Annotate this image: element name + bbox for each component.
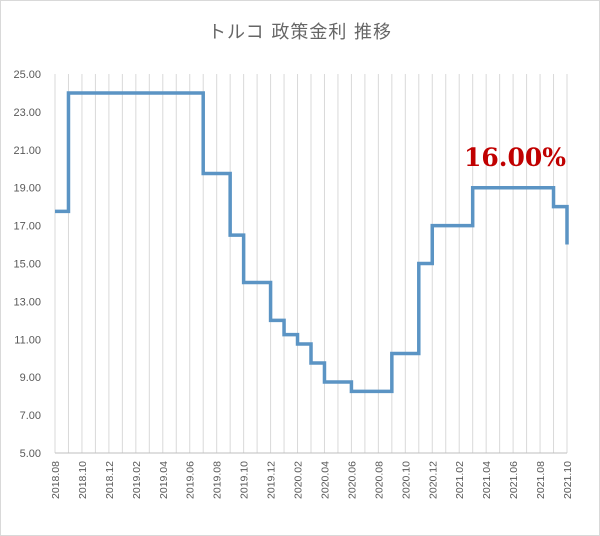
y-tick-label: 19.00 — [13, 183, 41, 195]
y-tick-label: 21.00 — [13, 145, 41, 157]
x-tick-label: 2021.06 — [508, 461, 520, 499]
y-tick-label: 17.00 — [13, 221, 41, 233]
x-tick-label: 2018.12 — [104, 461, 116, 499]
x-tick-label: 2020.06 — [346, 461, 358, 499]
y-tick-label: 5.00 — [20, 448, 41, 460]
x-axis-tick-labels: 2018.08 2018.10 2018.12 2019.02 2019.04 2019.… — [50, 461, 574, 499]
x-tick-label: 2019.06 — [185, 461, 197, 499]
x-tick-label: 2018.08 — [50, 461, 62, 499]
y-axis-tick-labels: 5.00 7.00 9.00 11.00 13.00 15.00 17.00 19.00 21.… — [13, 69, 41, 460]
x-tick-label: 2021.02 — [454, 461, 466, 499]
x-tick-label: 2019.08 — [212, 461, 224, 499]
x-tick-label: 2019.10 — [239, 461, 251, 499]
y-tick-label: 23.00 — [13, 107, 41, 119]
y-tick-label: 9.00 — [20, 372, 41, 384]
x-tick-label: 2019.12 — [266, 461, 278, 499]
y-tick-label: 11.00 — [14, 334, 41, 346]
current-rate-annotation: 16.00% — [464, 143, 566, 172]
x-tick-label: 2018.10 — [77, 461, 89, 499]
x-tick-label: 2019.04 — [158, 461, 170, 499]
x-tick-label: 2020.04 — [319, 461, 331, 499]
x-tick-label: 2021.08 — [535, 461, 547, 499]
x-tick-label: 2021.10 — [562, 461, 574, 499]
x-tick-label: 2020.02 — [293, 461, 305, 499]
y-tick-label: 15.00 — [13, 259, 41, 271]
vertical-gridlines — [54, 74, 568, 453]
y-tick-label: 25.00 — [13, 69, 41, 81]
chart-title: トルコ 政策金利 推移 — [207, 22, 393, 43]
x-tick-label: 2020.12 — [427, 461, 439, 499]
x-tick-label: 2019.02 — [131, 461, 143, 499]
x-tick-label: 2020.10 — [400, 461, 412, 499]
y-tick-label: 7.00 — [20, 410, 41, 422]
x-tick-label: 2021.04 — [481, 461, 493, 499]
y-tick-label: 13.00 — [13, 296, 41, 308]
x-tick-label: 2020.08 — [373, 461, 385, 499]
series-line-policy-rate — [55, 91, 569, 394]
